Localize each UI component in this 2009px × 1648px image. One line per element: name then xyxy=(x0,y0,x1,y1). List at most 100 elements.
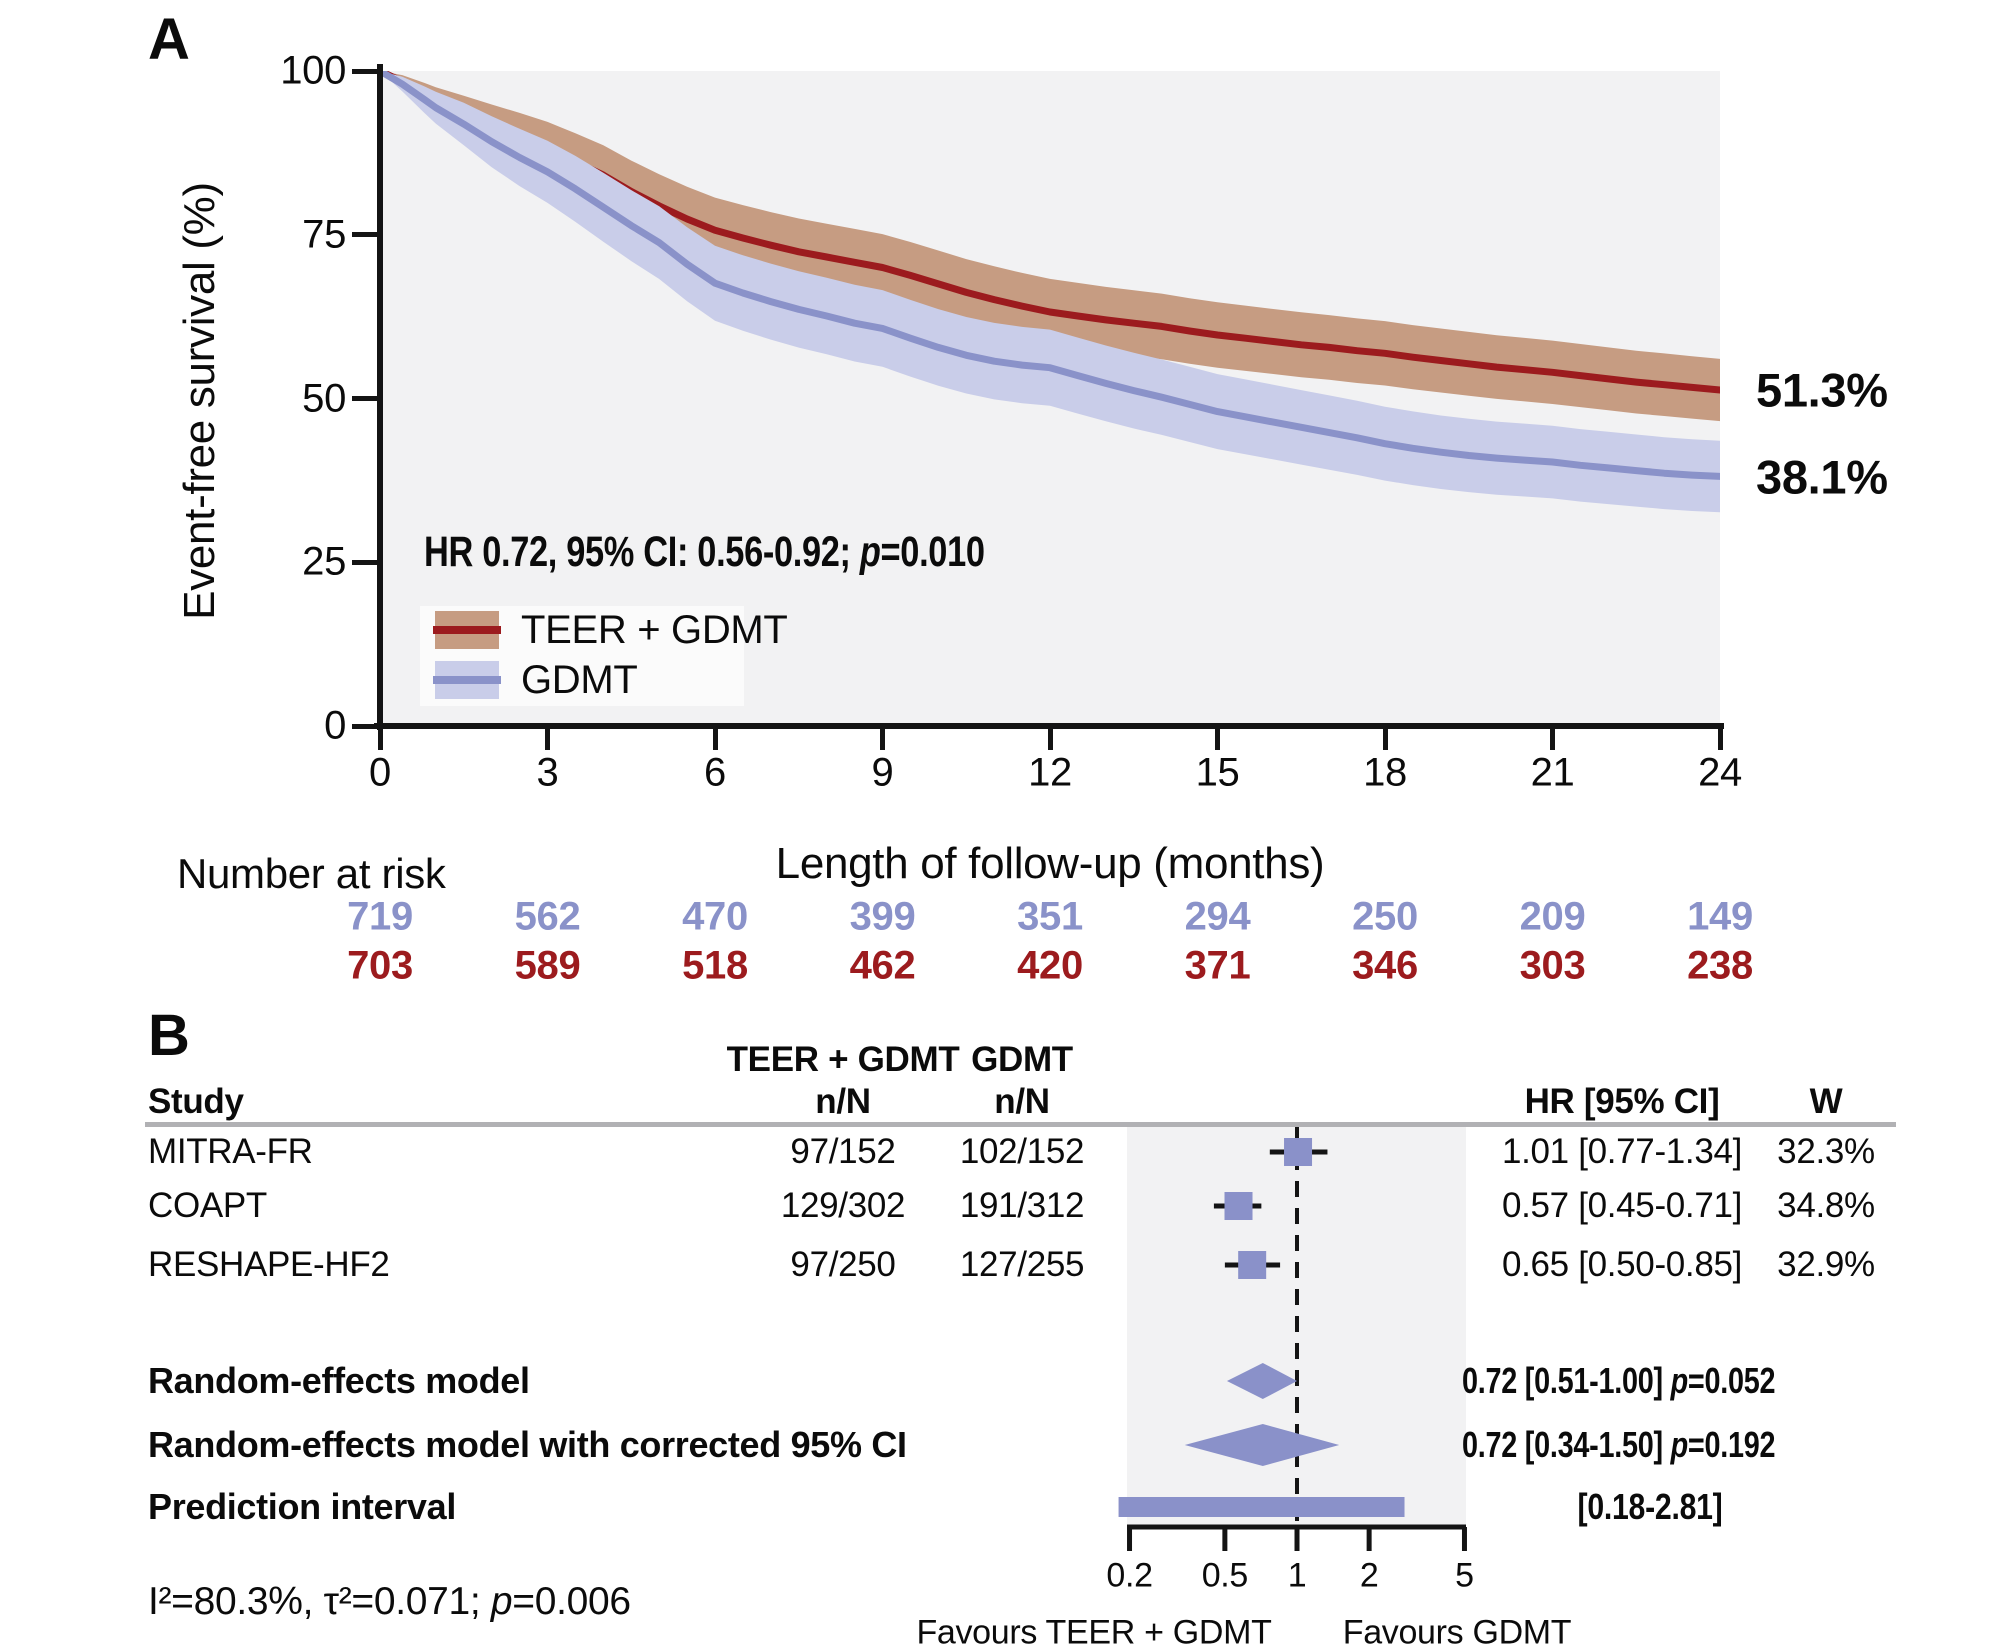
forest-tick-label: 1 xyxy=(1287,1556,1307,1595)
x-tick xyxy=(712,728,718,750)
risk-value-gdmt: 209 xyxy=(1519,894,1586,939)
study-gdmt-nn: 102/152 xyxy=(959,1132,1085,1171)
y-tick xyxy=(352,232,377,238)
study-name: COAPT xyxy=(148,1186,267,1225)
x-tick-label: 15 xyxy=(1195,750,1240,795)
panel-a-label: A xyxy=(148,7,190,72)
summary-diamond xyxy=(1226,1363,1297,1399)
risk-value-teer: 518 xyxy=(682,943,748,988)
random-effects-label: Random-effects model xyxy=(148,1360,530,1401)
col-header-nn1: n/N xyxy=(815,1082,871,1121)
km-curves xyxy=(380,71,1720,513)
risk-value-teer: 238 xyxy=(1687,943,1753,988)
risk-value-teer: 371 xyxy=(1184,943,1251,988)
random-effects-p: p xyxy=(1670,1360,1689,1401)
study-hr-ci: 0.57 [0.45-0.71] xyxy=(1501,1186,1743,1225)
km-legend: TEER + GDMT GDMT xyxy=(420,606,788,706)
col-header-study: Study xyxy=(148,1082,244,1121)
forest-tick-label: 2 xyxy=(1359,1556,1379,1595)
study-weight: 32.9% xyxy=(1777,1245,1875,1284)
study-hr-ci: 0.65 [0.50-0.85] xyxy=(1501,1245,1743,1284)
study-name: RESHAPE-HF2 xyxy=(148,1245,390,1284)
prediction-interval-estimate: [0.18-2.81] xyxy=(1564,1486,1737,1528)
x-tick xyxy=(880,728,885,750)
risk-value-gdmt: 351 xyxy=(1017,894,1083,939)
risk-value-gdmt: 250 xyxy=(1352,894,1418,939)
study-teer-nn: 97/152 xyxy=(790,1132,896,1171)
km-line-GDMT xyxy=(380,71,1720,480)
hr-annotation-text: HR 0.72, 95% CI: 0.56-0.92; xyxy=(424,528,860,576)
random-effects-corrected-p-value: =0.192 xyxy=(1687,1424,1776,1465)
risk-value-gdmt: 294 xyxy=(1184,894,1251,939)
y-tick-label: 25 xyxy=(302,539,346,584)
risk-value-teer: 346 xyxy=(1352,943,1418,988)
random-effects-corrected-estimate: 0.72 [0.34-1.50] p=0.192 xyxy=(1462,1424,1854,1466)
random-effects-corrected-p: p xyxy=(1670,1424,1689,1465)
hr-annotation-p: p xyxy=(859,528,881,576)
col-header-nn2: n/N xyxy=(994,1082,1050,1121)
forest-markers xyxy=(1118,1127,1467,1551)
legend-label-gdmt: GDMT xyxy=(521,657,638,702)
x-axis-title: Length of follow-up (months) xyxy=(775,839,1325,888)
study-gdmt-nn: 127/255 xyxy=(959,1245,1085,1284)
effect-square-RESHAPE-HF2 xyxy=(1238,1251,1267,1279)
study-weight: 34.8% xyxy=(1777,1186,1875,1225)
x-tick-label: 3 xyxy=(536,750,559,795)
risk-value-gdmt: 149 xyxy=(1687,894,1753,939)
col-header-w: W xyxy=(1809,1082,1843,1121)
study-name: MITRA-FR xyxy=(148,1132,313,1171)
summary-diamond xyxy=(1184,1424,1340,1466)
effect-square-MITRA-FR xyxy=(1284,1138,1313,1166)
study-hr-ci: 1.01 [0.77-1.34] xyxy=(1501,1132,1743,1171)
legend-item-gdmt: GDMT xyxy=(433,657,638,702)
col-header-gdmt: GDMT xyxy=(971,1040,1073,1079)
legend-label-teer: TEER + GDMT xyxy=(521,607,788,652)
teer-legend-swatch-icon xyxy=(433,611,501,649)
hr-annotation-pvalue: =0.010 xyxy=(880,528,985,576)
col-header-teer: TEER + GDMT xyxy=(726,1040,960,1079)
study-gdmt-nn: 191/312 xyxy=(959,1186,1085,1225)
risk-value-gdmt: 562 xyxy=(514,894,581,939)
x-tick-label: 0 xyxy=(369,750,391,795)
prediction-interval-text: [0.18-2.81] xyxy=(1577,1486,1723,1527)
x-tick xyxy=(1717,728,1723,750)
x-tick-label: 24 xyxy=(1698,750,1742,795)
y-tick-label: 0 xyxy=(324,703,346,748)
forest-tick-label: 5 xyxy=(1455,1556,1474,1595)
risk-value-gdmt: 399 xyxy=(849,894,916,939)
y-tick xyxy=(352,723,377,729)
y-axis-line xyxy=(377,64,383,730)
y-tick-label: 50 xyxy=(302,376,346,420)
x-tick-label: 21 xyxy=(1530,750,1575,795)
heterogeneity-stats: I²=80.3%, τ²=0.071; p=0.006 xyxy=(148,1580,631,1624)
gdmt-final-value: 38.1% xyxy=(1756,450,1888,504)
effect-square-COAPT xyxy=(1224,1192,1253,1220)
x-tick xyxy=(1215,728,1220,750)
x-tick-label: 12 xyxy=(1028,750,1072,795)
x-tick xyxy=(377,728,383,750)
hr-annotation: HR 0.72, 95% CI: 0.56-0.92; p=0.010 xyxy=(424,528,1125,577)
forest-tick-label: 0.2 xyxy=(1106,1556,1153,1595)
risk-value-teer: 589 xyxy=(514,943,581,988)
heterogeneity-p: p xyxy=(490,1580,513,1623)
forest-tick-label: 0.5 xyxy=(1201,1556,1249,1595)
y-tick-label: 75 xyxy=(302,212,346,257)
teer-final-value: 51.3% xyxy=(1756,363,1888,417)
x-axis-line xyxy=(374,723,1724,729)
km-band-TEER + GDMT xyxy=(380,71,1720,422)
prediction-interval-label: Prediction interval xyxy=(148,1486,457,1527)
legend-item-teer: TEER + GDMT xyxy=(433,607,788,652)
heterogeneity-p-value: =0.006 xyxy=(512,1580,631,1623)
number-at-risk-title: Number at risk xyxy=(177,850,446,897)
x-tick xyxy=(1047,728,1053,750)
x-tick xyxy=(1550,728,1555,750)
risk-value-teer: 703 xyxy=(347,943,413,988)
risk-value-teer: 420 xyxy=(1017,943,1083,988)
prediction-interval-bar xyxy=(1118,1497,1405,1517)
random-effects-corrected-hr-text: 0.72 [0.34-1.50] xyxy=(1462,1424,1671,1465)
risk-value-gdmt: 719 xyxy=(347,894,413,939)
x-tick-label: 18 xyxy=(1363,750,1407,795)
random-effects-hr-text: 0.72 [0.51-1.00] xyxy=(1462,1360,1671,1401)
favours-teer-label: Favours TEER + GDMT xyxy=(916,1613,1272,1648)
random-effects-p-value: =0.052 xyxy=(1687,1360,1776,1401)
